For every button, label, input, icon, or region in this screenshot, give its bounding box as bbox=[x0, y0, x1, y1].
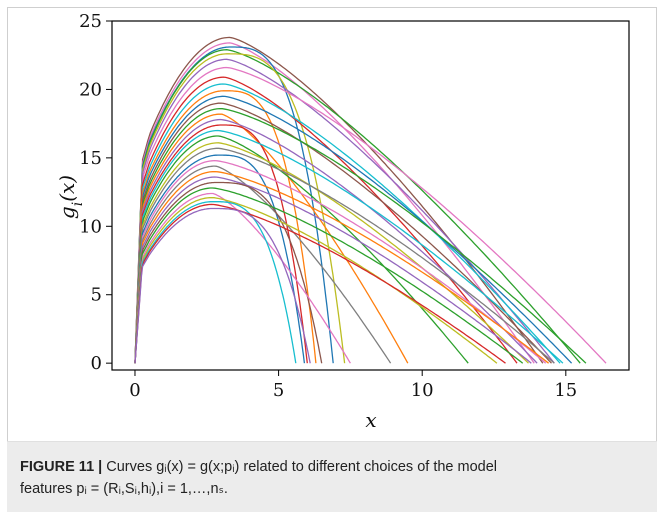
caption-text-line2: features pᵢ = (Rᵢ,Sᵢ,hᵢ),i = 1,…,nₛ. bbox=[20, 481, 228, 497]
series-line-21 bbox=[134, 154, 306, 364]
series-line-5 bbox=[134, 53, 346, 364]
line-chart: 0 5 10 15 0 5 10 15 20 25 x gi(x) bbox=[55, 11, 630, 432]
series-line-15 bbox=[134, 118, 538, 364]
series-line-20 bbox=[134, 147, 555, 364]
series-line-30 bbox=[134, 201, 297, 364]
y-tick-label: 25 bbox=[79, 11, 102, 32]
series-line-23 bbox=[134, 165, 392, 364]
series-line-14 bbox=[134, 113, 409, 364]
y-tick-label: 15 bbox=[79, 148, 102, 169]
series-line-19 bbox=[134, 142, 529, 364]
series-line-17 bbox=[134, 129, 564, 364]
series-line-29 bbox=[134, 196, 498, 364]
caption-text-line1: Curves gᵢ(x) = g(x;pᵢ) related to differ… bbox=[102, 459, 498, 475]
series-line-8 bbox=[134, 76, 518, 364]
series-line-9 bbox=[134, 83, 561, 364]
series-line-16 bbox=[134, 124, 308, 364]
caption-label: FIGURE 11 | bbox=[20, 459, 103, 475]
series-line-24 bbox=[134, 170, 549, 364]
series-line-26 bbox=[134, 181, 323, 364]
y-tick-label: 0 bbox=[91, 353, 102, 374]
y-tick-label: 5 bbox=[91, 285, 102, 306]
series-line-13 bbox=[134, 107, 587, 364]
plot-area-frame bbox=[111, 20, 630, 371]
y-tick-label: 10 bbox=[79, 216, 102, 237]
series-line-18 bbox=[134, 135, 469, 364]
figure-caption: FIGURE 11 | Curves gᵢ(x) = g(x;pᵢ) relat… bbox=[20, 456, 640, 500]
caption-box bbox=[7, 441, 657, 512]
series-line-2 bbox=[134, 42, 535, 364]
axis-ticks: 0 5 10 15 0 5 10 15 20 25 bbox=[79, 11, 577, 401]
series-line-25 bbox=[134, 176, 532, 364]
curves-layer bbox=[134, 36, 607, 364]
x-tick-label: 15 bbox=[554, 380, 577, 401]
x-tick-label: 10 bbox=[411, 380, 434, 401]
series-line-28 bbox=[134, 192, 351, 364]
series-line-31 bbox=[134, 203, 506, 364]
series-line-6 bbox=[134, 58, 555, 364]
series-line-27 bbox=[134, 187, 524, 364]
x-axis-label: x bbox=[365, 408, 376, 432]
x-tick-label: 0 bbox=[129, 380, 140, 401]
series-line-7 bbox=[134, 66, 607, 364]
figure-frame bbox=[7, 7, 657, 512]
series-line-4 bbox=[134, 49, 581, 364]
x-tick-label: 5 bbox=[273, 380, 284, 401]
y-tick-label: 20 bbox=[79, 79, 102, 100]
series-line-22 bbox=[134, 159, 547, 364]
y-axis-label: gi(x) bbox=[55, 175, 86, 219]
series-line-32 bbox=[134, 207, 311, 364]
series-line-10 bbox=[134, 90, 317, 364]
series-line-11 bbox=[134, 95, 573, 364]
